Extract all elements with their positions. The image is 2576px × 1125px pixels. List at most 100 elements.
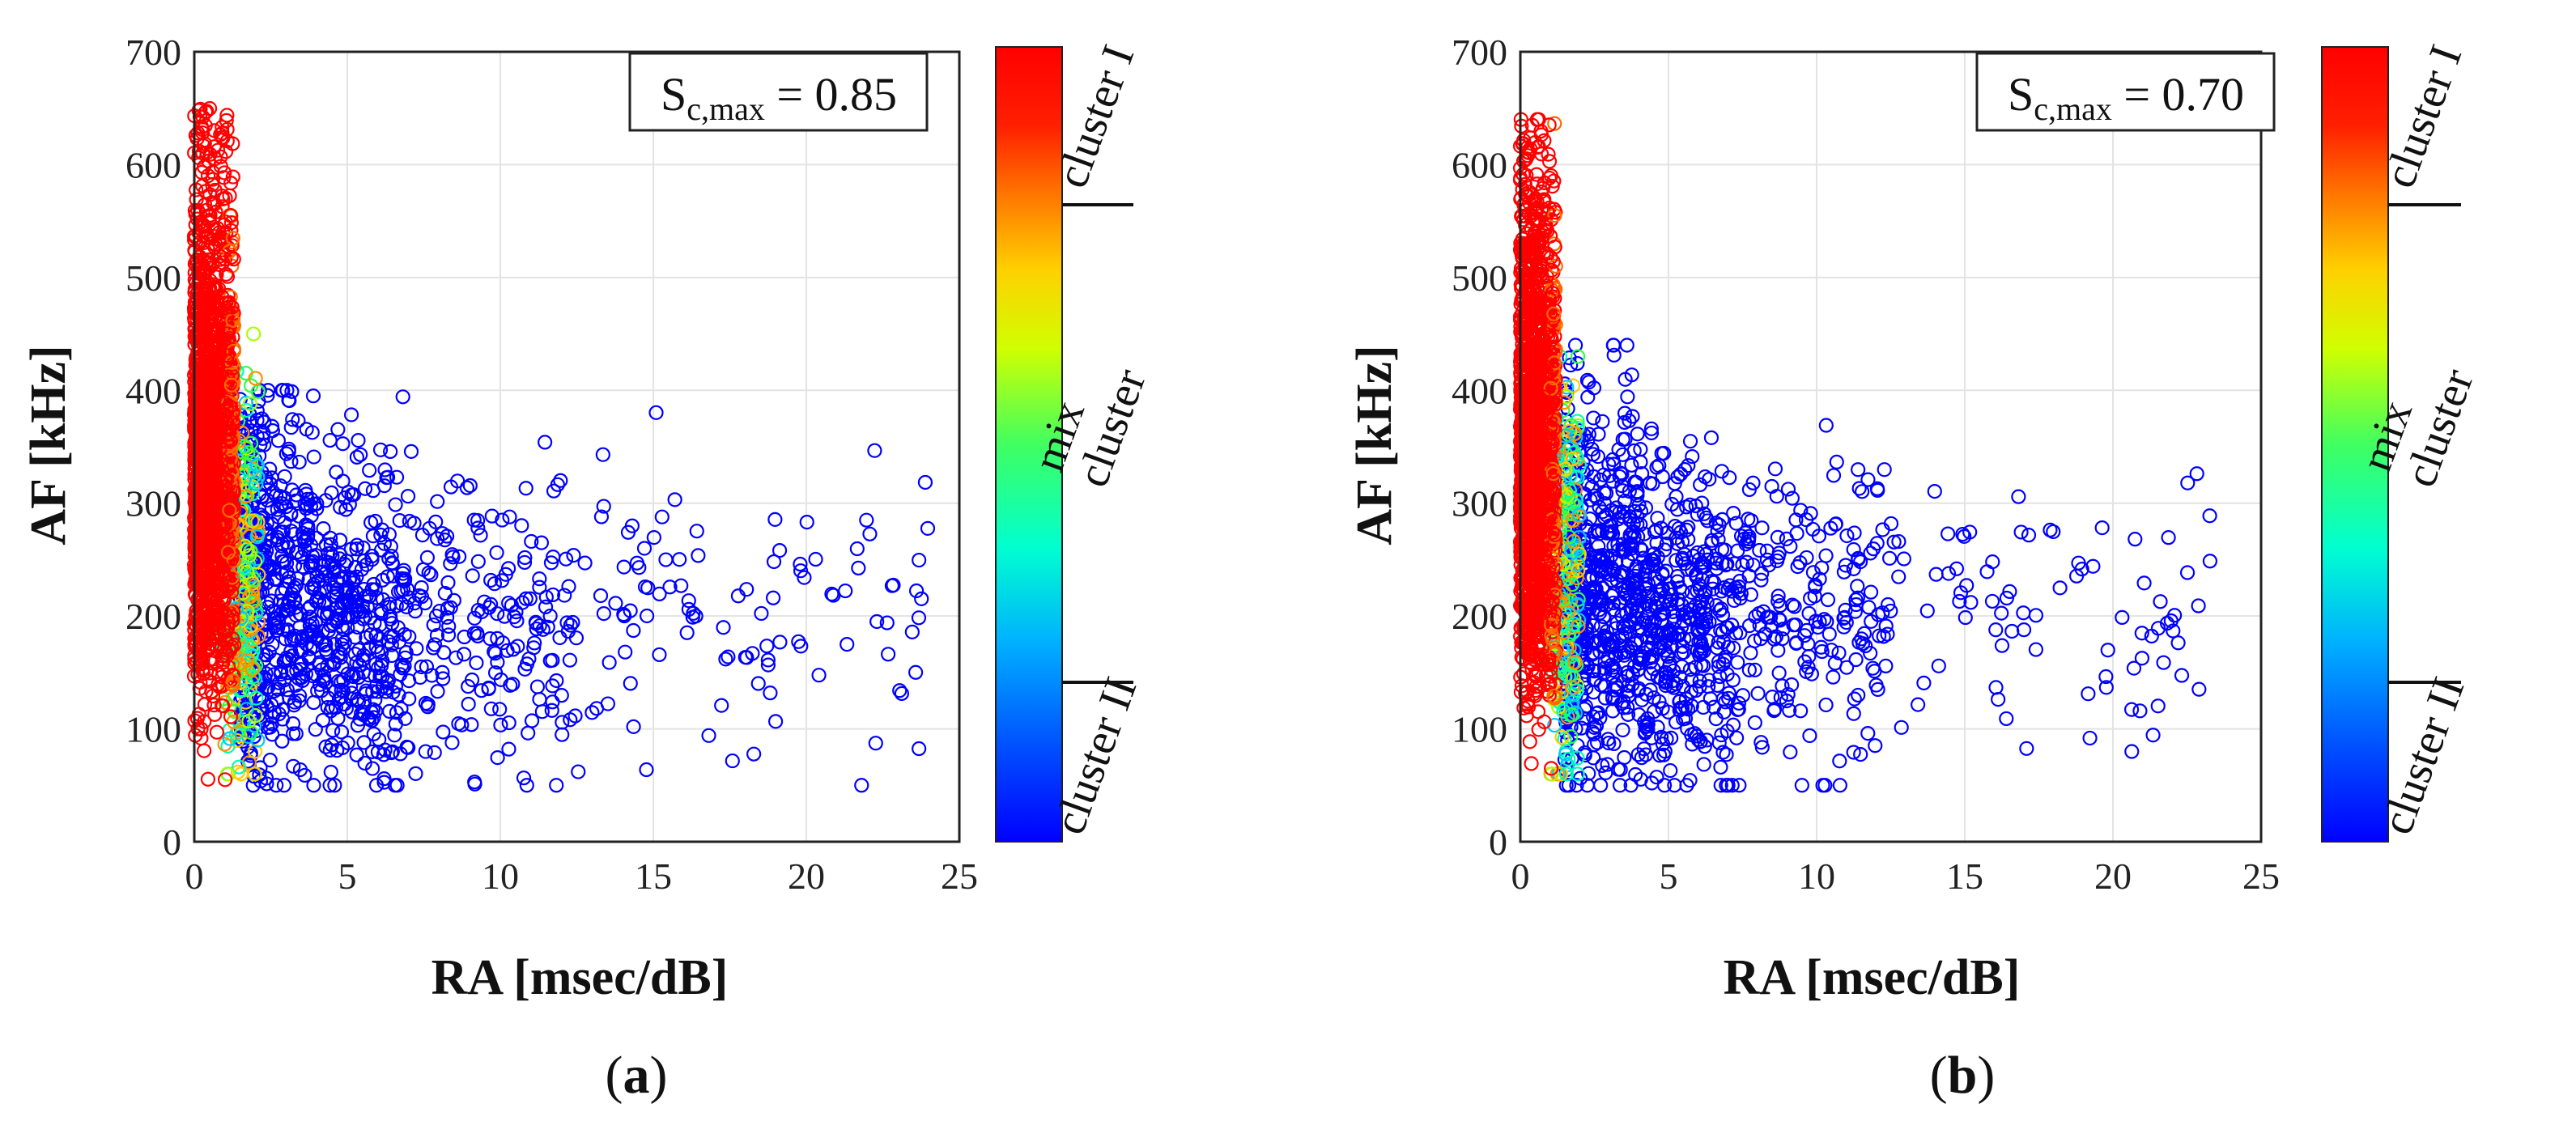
y-tick-label: 400 [125,370,181,411]
scatter-point-cluster-ii [1927,484,1942,499]
scatter-point-cluster-ii [672,552,687,567]
scatter-point-cluster-ii [658,552,674,567]
scatter-point-cluster-ii [549,673,564,689]
scatter-point-cluster-ii [470,554,486,569]
scatter-point-cluster-ii [274,702,291,717]
scatter-point-cluster-ii [533,535,550,550]
scatter-point-cluster-ii [419,550,436,566]
scatter-point-cluster-ii [577,555,593,571]
scatter-point-cluster-ii [1750,686,1766,701]
y-tick-label: 700 [125,32,181,73]
scatter-point-cluster-ii [1593,778,1609,793]
scatter-point-cluster-ii [542,608,558,624]
scatter-point-cluster-ii [372,442,389,457]
scatter-point-cluster-ii [824,586,840,602]
scatter-point-cluster-ii [2021,528,2037,543]
scatter-point-cluster-ii [287,579,302,595]
scatter-point-cluster-ii [368,778,385,793]
scatter-point-cluster-ii [714,698,729,713]
scatter-point-cluster-ii [291,454,307,470]
x-axis-label-a: RA [msec/dB] [431,950,729,1005]
scatter-point-cluster-ii [342,497,357,512]
scatter-point-cluster-ii [273,499,288,514]
scatter-point-cluster-ii [535,622,550,637]
scatter-point-cluster-ii [501,715,516,731]
scatter-point-cluster-ii [904,624,920,639]
scatter-point-cluster-ii [349,449,364,465]
scatter-point-mix-cluster [245,669,261,685]
scatter-point-cluster-ii [439,609,455,625]
scatter-point-cluster-ii [2136,575,2152,591]
scatter-point-cluster-ii [354,562,369,577]
scatter-point-cluster-ii [1863,584,1879,600]
scatter-point-mix-cluster [235,585,250,601]
scatter-point-mix-cluster [237,439,253,454]
scatter-point-cluster-ii [555,715,570,730]
scatter-point-cluster-ii [470,520,486,536]
scatter-point-cluster-ii [1994,638,2010,653]
scatter-point-cluster-ii [793,556,808,572]
scatter-point-cluster-ii [365,483,380,499]
scatter-points-a [186,100,936,793]
scatter-point-cluster-ii [498,567,513,582]
scatter-point-cluster-ii [1664,496,1680,512]
scatter-point-cluster-ii [407,604,423,619]
scatter-point-mix-cluster [218,694,233,710]
scatter-point-cluster-ii [470,513,486,529]
scatter-point-cluster-ii [2028,642,2044,657]
scatter-point-cluster-ii [892,683,908,698]
scatter-point-cluster-ii [372,631,388,647]
scatter-point-cluster-ii [750,676,766,691]
scatter-point-cluster-ii [368,692,383,707]
scatter-point-cluster-ii [881,647,896,662]
scatter-point-cluster-ii [894,686,909,701]
scatter-point-cluster-ii [1580,389,1596,405]
scatter-point-cluster-ii [501,741,516,757]
scatter-point-cluster-ii [1894,720,1909,735]
scatter-point-cluster-ii [464,672,480,688]
scatter-point-cluster-ii [385,556,400,571]
scatter-point-cluster-ii [1630,427,1645,442]
scatter-point-cluster-ii [260,388,275,403]
scatter-point-cluster-ii [490,630,505,647]
scatter-point-mix-cluster [230,764,245,780]
scatter-point-cluster-ii [545,587,561,603]
scatter-point-cluster-ii [546,550,561,565]
scatter-point-cluster-ii [302,609,318,625]
scatter-point-cluster-ii [427,745,442,760]
scatter-point-cluster-ii [278,446,294,461]
scatter-point-cluster-ii [391,687,406,703]
scatter-point-cluster-i [219,108,235,123]
scatter-point-cluster-ii [374,522,390,537]
scatter-point-cluster-ii [368,656,384,672]
scatter-point-cluster-ii [295,559,311,575]
scatter-point-cluster-ii [426,617,441,633]
scatter-point-cluster-ii [406,596,423,611]
scatter-point-cluster-ii [517,550,533,566]
scatter-point-cluster-ii [1747,715,1762,730]
scatter-point-cluster-ii [257,414,272,430]
scatter-point-cluster-ii [430,531,445,546]
scatter-point-cluster-ii [278,631,293,647]
scatter-point-cluster-ii [524,533,539,550]
scatter-point-cluster-ii [689,524,704,539]
scatter-point-cluster-ii [393,701,409,716]
scatter-point-cluster-ii [444,735,460,750]
scatter-point-cluster-ii [313,558,329,573]
scatter-point-cluster-ii [2019,741,2034,756]
scatter-point-cluster-ii [337,609,352,626]
scatter-point-cluster-ii [430,684,445,699]
scatter-point-cluster-ii [383,444,398,460]
scatter-point-cluster-ii [270,572,285,588]
scatter-point-cluster-ii [274,538,289,554]
scatter-point-cluster-ii [256,694,271,709]
scatter-point-cluster-ii [266,485,281,500]
scatter-point-cluster-ii [2156,655,2171,670]
scatter-point-cluster-ii [538,435,553,450]
scatter-point-cluster-ii [367,615,382,631]
scatter-point-cluster-ii [617,608,632,624]
scatter-point-cluster-ii [300,491,315,507]
scatter-point-cluster-ii [440,575,456,590]
y-tick-label: 200 [125,596,181,637]
